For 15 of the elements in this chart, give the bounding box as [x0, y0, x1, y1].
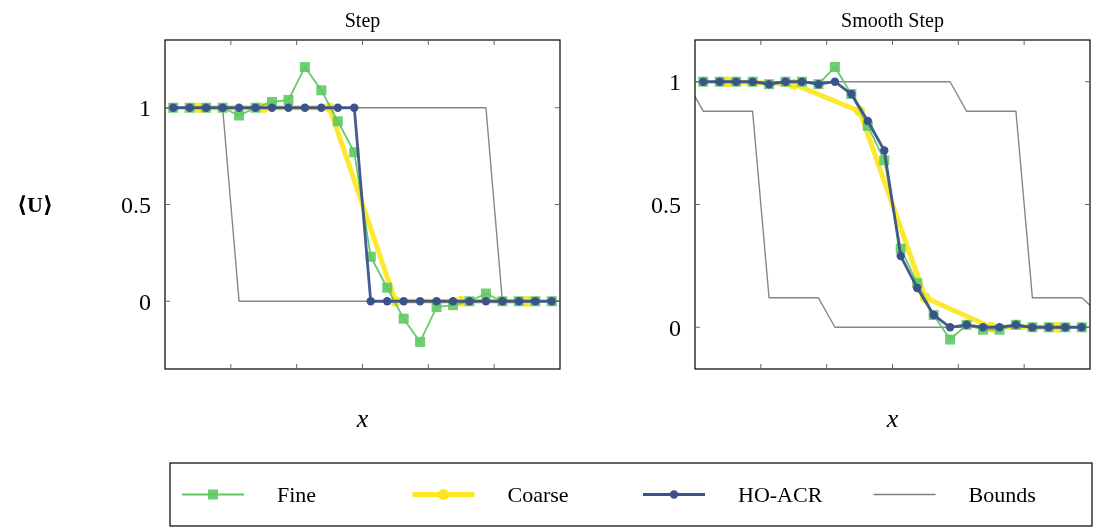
y-axis-title: ⟨U⟩ — [17, 192, 53, 218]
chart-title: Step — [344, 9, 381, 32]
y-tick-label: 0 — [139, 288, 151, 315]
y-tick-label: 0 — [669, 314, 681, 341]
y-tick-label: 1 — [139, 95, 151, 122]
legend-label: Bounds — [968, 482, 1036, 508]
legend-label: HO-ACR — [738, 482, 823, 508]
x-axis-title: x — [885, 404, 899, 433]
y-tick-label: 0.5 — [651, 191, 681, 218]
chart-title: Smooth Step — [841, 9, 944, 32]
legend-label: Fine — [277, 482, 317, 508]
y-tick-label: 1 — [669, 69, 681, 96]
x-axis-title: x — [355, 404, 369, 433]
legend-label: Coarse — [507, 482, 569, 508]
y-tick-label: 0.5 — [121, 191, 151, 218]
